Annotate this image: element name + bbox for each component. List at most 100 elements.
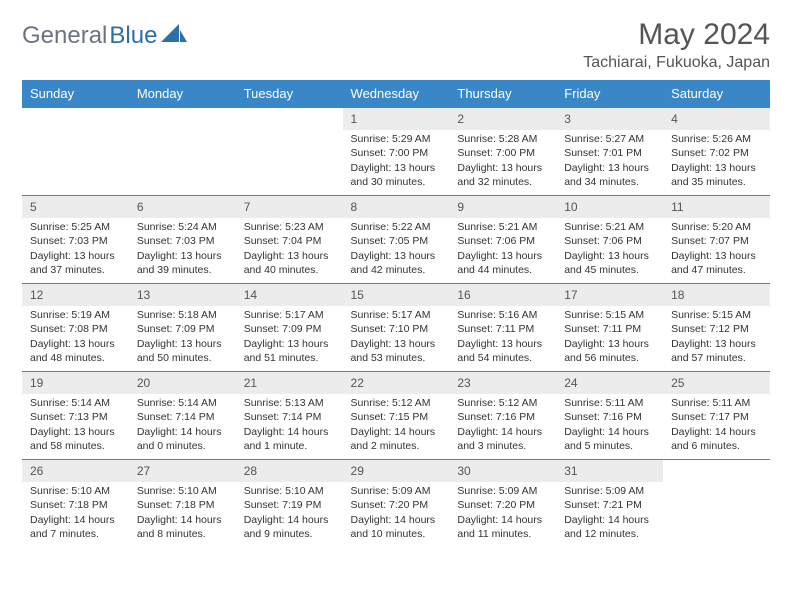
day-details: Sunrise: 5:11 AMSunset: 7:17 PMDaylight:… [663,394,770,457]
title-block: May 2024 Tachiarai, Fukuoka, Japan [583,18,770,72]
day-number: 7 [236,196,343,218]
calendar-day-cell: 11Sunrise: 5:20 AMSunset: 7:07 PMDayligh… [663,196,770,284]
day-details: Sunrise: 5:19 AMSunset: 7:08 PMDaylight:… [22,306,129,369]
calendar-day-cell: 5Sunrise: 5:25 AMSunset: 7:03 PMDaylight… [22,196,129,284]
day-number: 10 [556,196,663,218]
day-number: 12 [22,284,129,306]
day-details: Sunrise: 5:21 AMSunset: 7:06 PMDaylight:… [556,218,663,281]
day-number: 5 [22,196,129,218]
calendar-day-cell: 13Sunrise: 5:18 AMSunset: 7:09 PMDayligh… [129,284,236,372]
day-details: Sunrise: 5:25 AMSunset: 7:03 PMDaylight:… [22,218,129,281]
day-number: 21 [236,372,343,394]
day-number: 29 [343,460,450,482]
day-details: Sunrise: 5:24 AMSunset: 7:03 PMDaylight:… [129,218,236,281]
calendar-week-row: 1Sunrise: 5:29 AMSunset: 7:00 PMDaylight… [22,108,770,196]
weekday-header: Sunday [22,80,129,108]
day-details: Sunrise: 5:10 AMSunset: 7:18 PMDaylight:… [22,482,129,545]
calendar-day-cell: 8Sunrise: 5:22 AMSunset: 7:05 PMDaylight… [343,196,450,284]
weekday-header: Monday [129,80,236,108]
calendar-week-row: 12Sunrise: 5:19 AMSunset: 7:08 PMDayligh… [22,284,770,372]
calendar-day-cell: 16Sunrise: 5:16 AMSunset: 7:11 PMDayligh… [449,284,556,372]
day-number: 28 [236,460,343,482]
logo-sail-icon [161,24,187,49]
weekday-header: Tuesday [236,80,343,108]
calendar-day-cell: 18Sunrise: 5:15 AMSunset: 7:12 PMDayligh… [663,284,770,372]
calendar-day-cell: 12Sunrise: 5:19 AMSunset: 7:08 PMDayligh… [22,284,129,372]
day-number: 23 [449,372,556,394]
day-number: 13 [129,284,236,306]
day-details: Sunrise: 5:09 AMSunset: 7:20 PMDaylight:… [449,482,556,545]
calendar-day-cell: 30Sunrise: 5:09 AMSunset: 7:20 PMDayligh… [449,460,556,548]
brand-logo: GeneralBlue [22,22,187,50]
brand-part1: General [22,22,107,50]
calendar-day-cell: 28Sunrise: 5:10 AMSunset: 7:19 PMDayligh… [236,460,343,548]
calendar-week-row: 19Sunrise: 5:14 AMSunset: 7:13 PMDayligh… [22,372,770,460]
day-details: Sunrise: 5:14 AMSunset: 7:13 PMDaylight:… [22,394,129,457]
day-number: 22 [343,372,450,394]
day-number: 18 [663,284,770,306]
day-number: 16 [449,284,556,306]
calendar-day-cell: 19Sunrise: 5:14 AMSunset: 7:13 PMDayligh… [22,372,129,460]
day-details: Sunrise: 5:21 AMSunset: 7:06 PMDaylight:… [449,218,556,281]
day-details: Sunrise: 5:17 AMSunset: 7:10 PMDaylight:… [343,306,450,369]
brand-part2: Blue [109,22,157,50]
calendar-day-cell: 3Sunrise: 5:27 AMSunset: 7:01 PMDaylight… [556,108,663,196]
calendar-week-row: 5Sunrise: 5:25 AMSunset: 7:03 PMDaylight… [22,196,770,284]
calendar-day-cell: 23Sunrise: 5:12 AMSunset: 7:16 PMDayligh… [449,372,556,460]
day-details: Sunrise: 5:11 AMSunset: 7:16 PMDaylight:… [556,394,663,457]
day-details: Sunrise: 5:27 AMSunset: 7:01 PMDaylight:… [556,130,663,193]
calendar-day-cell: 7Sunrise: 5:23 AMSunset: 7:04 PMDaylight… [236,196,343,284]
calendar-day-cell: 14Sunrise: 5:17 AMSunset: 7:09 PMDayligh… [236,284,343,372]
day-number: 1 [343,108,450,130]
day-details: Sunrise: 5:20 AMSunset: 7:07 PMDaylight:… [663,218,770,281]
day-details: Sunrise: 5:10 AMSunset: 7:19 PMDaylight:… [236,482,343,545]
day-number: 6 [129,196,236,218]
day-details: Sunrise: 5:09 AMSunset: 7:21 PMDaylight:… [556,482,663,545]
calendar-day-cell: 9Sunrise: 5:21 AMSunset: 7:06 PMDaylight… [449,196,556,284]
calendar-day-cell: 10Sunrise: 5:21 AMSunset: 7:06 PMDayligh… [556,196,663,284]
calendar-day-cell: 31Sunrise: 5:09 AMSunset: 7:21 PMDayligh… [556,460,663,548]
day-number: 14 [236,284,343,306]
day-details: Sunrise: 5:12 AMSunset: 7:15 PMDaylight:… [343,394,450,457]
day-details: Sunrise: 5:16 AMSunset: 7:11 PMDaylight:… [449,306,556,369]
day-details: Sunrise: 5:14 AMSunset: 7:14 PMDaylight:… [129,394,236,457]
day-details: Sunrise: 5:15 AMSunset: 7:11 PMDaylight:… [556,306,663,369]
weekday-header: Thursday [449,80,556,108]
calendar-day-cell: 2Sunrise: 5:28 AMSunset: 7:00 PMDaylight… [449,108,556,196]
page-header: GeneralBlue May 2024 Tachiarai, Fukuoka,… [22,18,770,72]
calendar-day-cell: 6Sunrise: 5:24 AMSunset: 7:03 PMDaylight… [129,196,236,284]
calendar-day-cell: 24Sunrise: 5:11 AMSunset: 7:16 PMDayligh… [556,372,663,460]
calendar-day-cell: 1Sunrise: 5:29 AMSunset: 7:00 PMDaylight… [343,108,450,196]
month-title: May 2024 [583,18,770,52]
day-details: Sunrise: 5:26 AMSunset: 7:02 PMDaylight:… [663,130,770,193]
day-number: 27 [129,460,236,482]
day-number: 2 [449,108,556,130]
day-details: Sunrise: 5:12 AMSunset: 7:16 PMDaylight:… [449,394,556,457]
location-label: Tachiarai, Fukuoka, Japan [583,54,770,72]
calendar-day-cell: 27Sunrise: 5:10 AMSunset: 7:18 PMDayligh… [129,460,236,548]
day-details: Sunrise: 5:28 AMSunset: 7:00 PMDaylight:… [449,130,556,193]
calendar-day-cell: 21Sunrise: 5:13 AMSunset: 7:14 PMDayligh… [236,372,343,460]
day-number: 9 [449,196,556,218]
calendar-body: 1Sunrise: 5:29 AMSunset: 7:00 PMDaylight… [22,108,770,548]
calendar-day-cell [129,108,236,196]
day-number: 4 [663,108,770,130]
weekday-header: Saturday [663,80,770,108]
day-number: 19 [22,372,129,394]
day-details: Sunrise: 5:10 AMSunset: 7:18 PMDaylight:… [129,482,236,545]
day-details: Sunrise: 5:29 AMSunset: 7:00 PMDaylight:… [343,130,450,193]
calendar-day-cell: 17Sunrise: 5:15 AMSunset: 7:11 PMDayligh… [556,284,663,372]
calendar-day-cell: 29Sunrise: 5:09 AMSunset: 7:20 PMDayligh… [343,460,450,548]
calendar-day-cell: 20Sunrise: 5:14 AMSunset: 7:14 PMDayligh… [129,372,236,460]
calendar-day-cell: 4Sunrise: 5:26 AMSunset: 7:02 PMDaylight… [663,108,770,196]
weekday-header: Friday [556,80,663,108]
day-details: Sunrise: 5:17 AMSunset: 7:09 PMDaylight:… [236,306,343,369]
day-number: 20 [129,372,236,394]
calendar-day-cell: 22Sunrise: 5:12 AMSunset: 7:15 PMDayligh… [343,372,450,460]
calendar-week-row: 26Sunrise: 5:10 AMSunset: 7:18 PMDayligh… [22,460,770,548]
calendar-day-cell [236,108,343,196]
day-number: 26 [22,460,129,482]
day-number: 30 [449,460,556,482]
day-number: 25 [663,372,770,394]
day-details: Sunrise: 5:13 AMSunset: 7:14 PMDaylight:… [236,394,343,457]
